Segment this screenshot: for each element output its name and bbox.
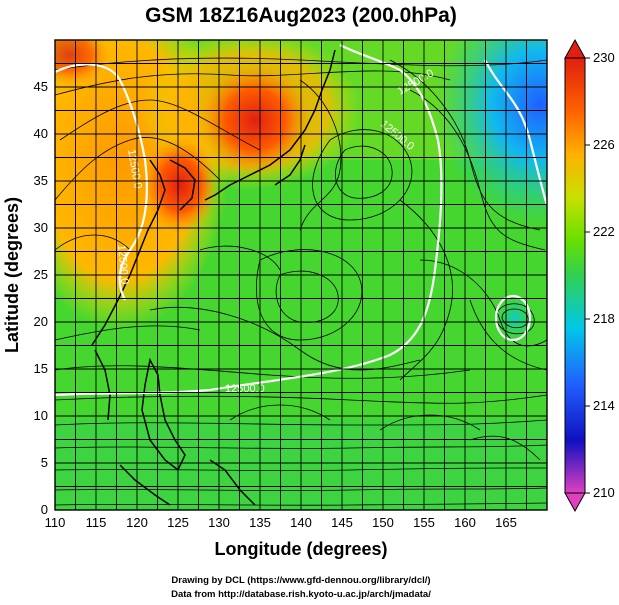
y-tick-label: 20: [34, 314, 48, 329]
contour-label: 12500.0: [225, 383, 265, 395]
y-tick-label: 0: [41, 502, 48, 517]
colorbar-tick-label: 214: [593, 398, 615, 413]
x-tick-label: 125: [167, 515, 189, 530]
colorbar: 230 226 222 218 214 210: [564, 38, 615, 513]
x-axis-ticks: 110 115 120 125 130 135 140 145 150 155 160 165: [45, 515, 517, 530]
x-tick-label: 160: [454, 515, 476, 530]
graticule: [55, 40, 547, 510]
y-axis-label: Latitude (degrees): [2, 197, 22, 353]
x-tick-label: 110: [45, 515, 66, 530]
x-tick-label: 140: [290, 515, 312, 530]
colorbar-bottom-arrow: [564, 492, 586, 513]
colorbar-tick-label: 226: [593, 137, 615, 152]
x-tick-label: 120: [126, 515, 148, 530]
colorbar-tick-label: 218: [593, 311, 615, 326]
x-tick-label: 155: [413, 515, 435, 530]
y-axis-ticks: 0 5 10 15 20 25 30 35 40 45: [34, 79, 48, 517]
map-title: GSM 18Z16Aug2023 (200.0hPa): [145, 4, 457, 27]
x-tick-label: 115: [86, 515, 107, 530]
x-tick-label: 165: [495, 515, 517, 530]
colorbar-body: [564, 57, 586, 494]
y-tick-label: 5: [41, 455, 48, 470]
height-contours: [55, 44, 547, 397]
y-tick-label: 10: [34, 408, 48, 423]
x-axis-label: Longitude (degrees): [214, 539, 387, 559]
colorbar-top-arrow: [564, 38, 586, 59]
x-tick-label: 135: [249, 515, 271, 530]
colorbar-tick-label: 230: [593, 50, 615, 65]
y-tick-label: 45: [34, 79, 48, 94]
y-tick-label: 40: [34, 126, 48, 141]
temperature-field: [55, 40, 547, 510]
y-tick-label: 30: [34, 220, 48, 235]
colorbar-tick-label: 210: [593, 485, 615, 500]
plot-frame: [54, 39, 548, 511]
y-tick-label: 35: [34, 173, 48, 188]
y-tick-label: 15: [34, 361, 48, 376]
drawing-credit: Drawing by DCL (https://www.gfd-dennou.o…: [171, 575, 430, 586]
streamlines: [55, 57, 547, 506]
x-tick-label: 130: [208, 515, 230, 530]
x-tick-label: 145: [331, 515, 353, 530]
x-tick-label: 150: [372, 515, 394, 530]
coastlines: [91, 49, 336, 506]
data-credit: Data from http://database.rish.kyoto-u.a…: [171, 589, 431, 600]
y-tick-label: 25: [34, 267, 48, 282]
colorbar-tick-label: 222: [593, 224, 615, 239]
